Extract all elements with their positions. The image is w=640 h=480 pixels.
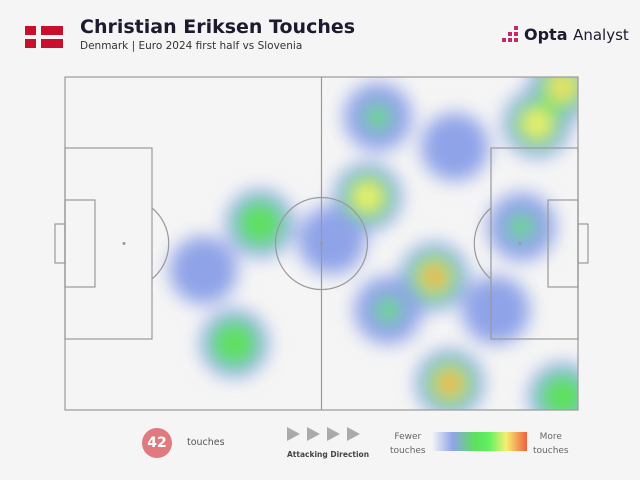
- opta-logo-icon: [502, 26, 518, 42]
- attacking-direction-label: Attacking Direction: [287, 450, 370, 459]
- more-line2: touches: [533, 446, 569, 456]
- heat-spot: [425, 267, 444, 286]
- more-touches-label: More touches: [533, 430, 569, 458]
- heat-spot: [538, 372, 578, 410]
- fewer-line1: Fewer: [394, 432, 422, 442]
- color-scale: [432, 432, 527, 451]
- heat-spot: [365, 104, 390, 129]
- fewer-line2: touches: [390, 446, 426, 456]
- heat-spot: [376, 298, 401, 323]
- fewer-touches-label: Fewer touches: [390, 430, 426, 458]
- page-title: Christian Eriksen Touches: [80, 16, 356, 38]
- touch-count-badge: 42: [142, 428, 172, 458]
- more-line1: More: [539, 432, 562, 442]
- heat-spot: [461, 276, 530, 345]
- logo-text: Opta Analyst: [524, 24, 629, 44]
- denmark-flag: [25, 26, 63, 48]
- arrow-right-icon: [347, 427, 360, 441]
- heat-spot: [521, 108, 552, 139]
- heat-spot: [210, 319, 259, 368]
- heat-spot: [509, 214, 534, 239]
- heat-spot: [235, 199, 284, 248]
- heat-spot: [420, 112, 489, 181]
- heatmap-layer: [169, 77, 578, 410]
- subtitle: Denmark | Euro 2024 first half vs Sloven…: [80, 40, 303, 52]
- arrow-right-icon: [287, 427, 300, 441]
- attacking-direction-arrows: [287, 427, 360, 441]
- opta-logo: Opta Analyst: [500, 24, 629, 44]
- arrow-right-icon: [327, 427, 340, 441]
- heat-spot: [440, 374, 459, 393]
- heat-spot: [352, 181, 383, 212]
- heat-spot: [169, 236, 238, 305]
- touch-count-label: touches: [187, 437, 225, 448]
- arrow-right-icon: [307, 427, 320, 441]
- heat-spot: [558, 82, 568, 92]
- pitch-lines: [54, 76, 589, 411]
